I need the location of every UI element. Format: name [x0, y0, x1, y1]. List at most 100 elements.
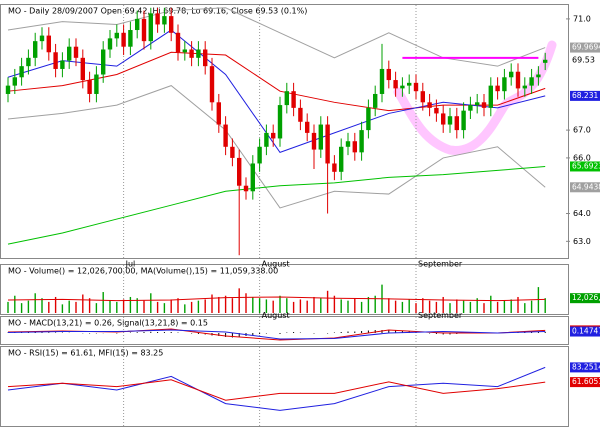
candle-body: [175, 32, 181, 53]
candle-body: [488, 85, 493, 108]
candle-body: [26, 57, 31, 67]
value-badge-label: 68.231: [572, 91, 598, 100]
candle-body: [379, 68, 385, 94]
value-badge-label: 61.6051: [572, 377, 600, 386]
value-badge: [570, 362, 600, 373]
indicator-line: [7, 165, 546, 245]
candle-body: [543, 59, 548, 63]
value-badge-label: 83.2514: [572, 362, 600, 371]
month-label: September: [418, 260, 463, 269]
month-label: Jul: [125, 260, 136, 269]
value-badge-label: 64.9438: [572, 182, 600, 191]
candle-body: [515, 71, 521, 89]
candle-body: [529, 77, 534, 86]
macd-panel: [0, 316, 569, 345]
candle-body: [19, 66, 24, 78]
candle-body: [502, 77, 507, 92]
candle-body: [33, 41, 38, 58]
value-badge-label: 69.53: [572, 55, 595, 64]
candle-body: [46, 35, 51, 53]
candle-body: [332, 163, 337, 172]
candle-body: [196, 49, 201, 58]
candle-body: [475, 102, 480, 106]
candle-body: [94, 74, 99, 94]
volume-panel: [0, 264, 569, 315]
y-tick-label: 71.0: [573, 14, 591, 23]
candle-body: [373, 93, 378, 108]
value-badge: [570, 54, 600, 65]
candle-body: [230, 146, 235, 158]
candle-body: [101, 49, 106, 75]
candle-body: [121, 32, 126, 47]
indicator-line: [7, 329, 546, 340]
value-badge: [570, 161, 600, 172]
value-badge: [570, 90, 600, 101]
candle-body: [536, 74, 541, 78]
candle-body: [67, 46, 72, 61]
candle-body: [216, 102, 221, 125]
candle-body: [305, 121, 310, 133]
candle-body: [264, 132, 269, 147]
candle-body: [271, 132, 276, 139]
candle-body: [345, 141, 351, 147]
candle-body: [189, 49, 194, 58]
value-badge: [570, 42, 600, 53]
candle-body: [243, 185, 249, 192]
candle-body: [318, 124, 323, 150]
value-badge-label: 0.147471: [572, 327, 600, 336]
value-badge: [570, 377, 600, 388]
candle-body: [107, 38, 113, 50]
candle-body: [12, 77, 17, 86]
month-label: August: [262, 311, 290, 320]
candle-body: [114, 32, 119, 39]
rsi-panel: [0, 346, 569, 427]
indicator-line: [7, 7, 546, 67]
value-badge-label: 69.9694: [572, 43, 600, 52]
candle-body: [461, 110, 466, 131]
indicator-line: [7, 366, 546, 411]
value-badge: [570, 182, 600, 193]
candle-body: [454, 116, 459, 131]
candle-body: [481, 102, 487, 108]
month-label: August: [262, 260, 290, 269]
candle-body: [284, 91, 289, 106]
candle-body: [203, 49, 208, 67]
candle-body: [209, 66, 215, 103]
candle-body: [359, 130, 364, 153]
candle-body: [257, 146, 262, 164]
candle-body: [495, 85, 500, 92]
candle-body: [291, 91, 296, 108]
month-label: September: [418, 311, 463, 320]
candle-body: [366, 107, 371, 131]
candle-body: [141, 18, 147, 42]
y-tick-label: 63.0: [573, 237, 591, 246]
candle-body: [434, 107, 439, 114]
candle-body: [155, 13, 160, 25]
candle-body: [182, 49, 187, 53]
indicator-line: [7, 29, 546, 153]
candle-body: [237, 157, 242, 186]
candle-body: [223, 124, 228, 147]
candle-body: [148, 13, 153, 42]
candle-body: [250, 163, 255, 192]
candle-body: [53, 52, 58, 69]
candle-body: [73, 46, 79, 58]
candle-body: [386, 68, 391, 81]
candle-body: [400, 85, 405, 89]
candle-body: [441, 113, 446, 125]
value-badge-label: 12,026,70: [572, 293, 600, 302]
indicator-line: [7, 379, 546, 401]
price-panel: [0, 4, 569, 259]
candle-body: [39, 35, 45, 42]
candle-body: [407, 82, 412, 86]
volume-title: MO - Volume() = 12,026,700.00, MA(Volume…: [8, 267, 278, 276]
candle-body: [420, 91, 425, 103]
value-badge-label: 65.6923: [572, 161, 600, 170]
candle-body: [162, 16, 167, 25]
candle-body: [447, 116, 453, 125]
candle-body: [5, 85, 11, 94]
y-tick-label: 64.0: [573, 209, 591, 218]
candle-body: [311, 132, 317, 150]
